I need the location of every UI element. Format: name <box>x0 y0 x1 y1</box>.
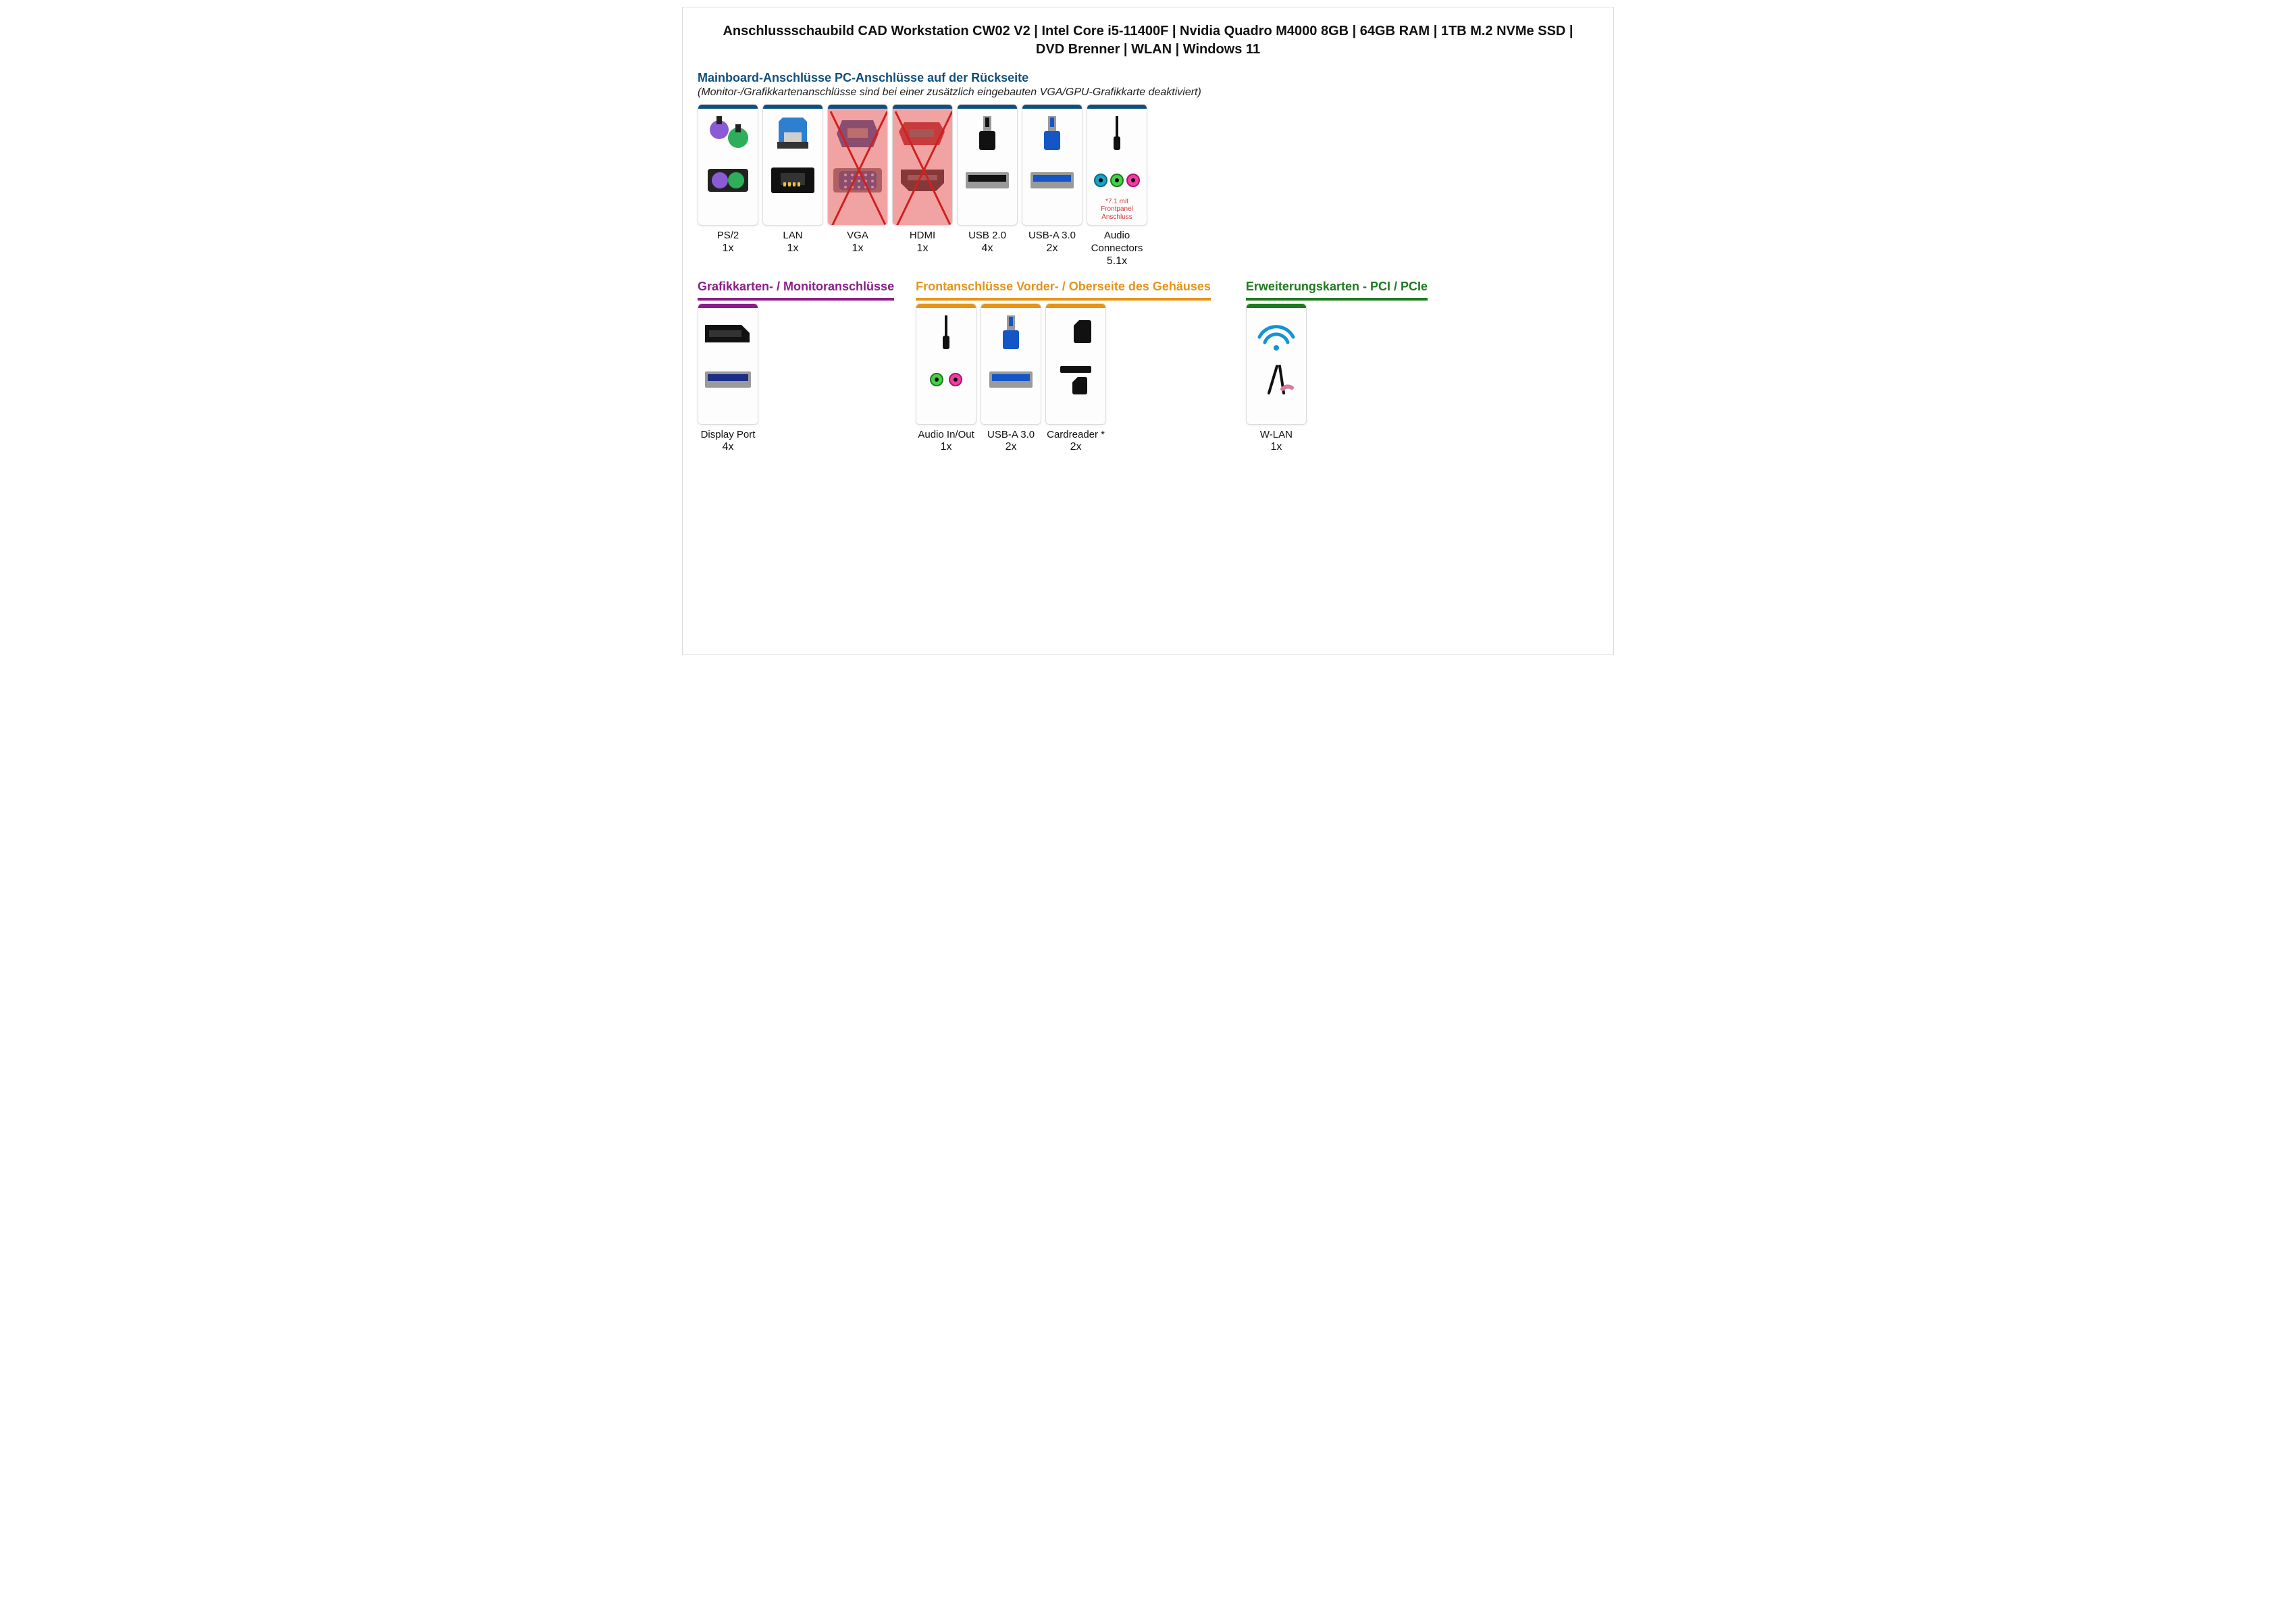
port-tile <box>698 303 758 425</box>
port-count: 1x <box>1270 441 1282 453</box>
ps2-connector-icon <box>698 110 758 157</box>
port-label: USB-A 3.0 <box>987 429 1035 442</box>
port-tile <box>892 104 953 226</box>
port-label: USB 2.0 <box>968 230 1006 242</box>
front-bar <box>916 298 1211 301</box>
front-heading: Frontanschlüsse Vorder- / Oberseite des … <box>916 280 1211 294</box>
port-count: 4x <box>982 242 993 255</box>
usb_blue-port-icon <box>1022 160 1082 201</box>
port-label: LAN <box>783 230 802 242</box>
lan-port-icon <box>763 160 823 201</box>
port-tile <box>957 104 1018 226</box>
tile-accent-bar <box>698 304 758 308</box>
port-count: 1x <box>787 242 799 255</box>
front-ports-row: Audio In/Out1xUSB-A 3.02xCardreader *2x <box>916 303 1211 454</box>
wlan-connector-icon <box>1247 309 1306 357</box>
mainboard-subheading: (Monitor-/Grafikkartenanschlüsse sind be… <box>698 86 1598 99</box>
pcie-ports-row: W-LAN1x <box>1246 303 1428 454</box>
port-label: Audio Connectors <box>1087 230 1147 255</box>
port-usb2: USB 2.04x <box>957 104 1018 267</box>
port-tile <box>1045 303 1106 425</box>
port-label: Display Port <box>701 429 756 442</box>
port-tile <box>1246 303 1307 425</box>
ps2-port-icon <box>698 160 758 201</box>
port-tile <box>1022 104 1082 226</box>
cardreader-connector-icon <box>1046 309 1105 357</box>
audio2-connector-icon <box>916 309 976 357</box>
tile-accent-bar <box>1046 304 1105 308</box>
port-count: 2x <box>1006 441 1017 453</box>
port-wlan: W-LAN1x <box>1246 303 1307 454</box>
port-hdmi: HDMI1x <box>892 104 953 267</box>
cardreader-port-icon <box>1046 359 1105 400</box>
wlan-port-icon <box>1247 359 1306 400</box>
tile-accent-bar <box>698 105 758 109</box>
port-ps2: PS/21x <box>698 104 758 267</box>
port-tile <box>698 104 758 226</box>
port-tile <box>827 104 888 226</box>
port-count: 4x <box>723 441 734 453</box>
gpu-heading: Grafikkarten- / Monitoranschlüsse <box>698 280 894 294</box>
page-frame: Anschlussschaubild CAD Workstation CW02 … <box>682 7 1614 655</box>
tile-accent-bar <box>916 304 976 308</box>
port-count: 1x <box>852 242 864 255</box>
audio3-port-icon <box>1087 160 1147 201</box>
port-cardreader: Cardreader *2x <box>1045 303 1106 454</box>
port-tile: *7.1 mit Frontpanel Anschluss <box>1087 104 1147 226</box>
tile-accent-bar <box>1247 304 1306 308</box>
lower-groups-row: Grafikkarten- / Monitoranschlüsse Displa… <box>698 280 1598 454</box>
port-front_usb3: USB-A 3.02x <box>981 303 1041 454</box>
displayport-port-icon <box>698 359 758 400</box>
port-label: HDMI <box>910 230 935 242</box>
section-pcie: Erweiterungskarten - PCI / PCIe W-LAN1x <box>1246 280 1428 454</box>
tile-accent-bar <box>981 304 1041 308</box>
port-audio: *7.1 mit Frontpanel Anschluss Audio Conne… <box>1087 104 1147 267</box>
port-label: Audio In/Out <box>918 429 974 442</box>
mainboard-heading: Mainboard-Anschlüsse PC-Anschlüsse auf d… <box>698 71 1598 85</box>
page-title: Anschlussschaubild CAD Workstation CW02 … <box>711 22 1585 59</box>
usb_black-connector-icon <box>958 110 1017 157</box>
port-label: PS/2 <box>717 230 739 242</box>
audio2-port-icon <box>916 359 976 400</box>
port-count: 2x <box>1070 441 1082 453</box>
port-label: W-LAN <box>1260 429 1293 442</box>
port-usb3: USB-A 3.02x <box>1022 104 1082 267</box>
port-lan: LAN1x <box>762 104 823 267</box>
audio3-connector-icon <box>1087 110 1147 157</box>
section-front: Frontanschlüsse Vorder- / Oberseite des … <box>916 280 1211 454</box>
port-label: USB-A 3.0 <box>1028 230 1076 242</box>
gpu-bar <box>698 298 894 301</box>
pcie-bar <box>1246 298 1428 301</box>
port-count: 1x <box>917 242 929 255</box>
section-gpu: Grafikkarten- / Monitoranschlüsse Displa… <box>698 280 894 454</box>
mainboard-ports-row: PS/21xLAN1xVGA1xHDMI1xUSB 2.04xUSB-A 3.0… <box>698 104 1598 267</box>
usb_black-port-icon <box>958 160 1017 201</box>
tile-accent-bar <box>1087 105 1147 109</box>
port-count: 1x <box>723 242 734 255</box>
usb_blue-connector-icon <box>1022 110 1082 157</box>
port-label: Cardreader * <box>1047 429 1105 442</box>
port-tile <box>762 104 823 226</box>
tile-accent-bar <box>1022 105 1082 109</box>
port-count: 5.1x <box>1107 255 1127 267</box>
port-tile <box>916 303 976 425</box>
gpu-ports-row: Display Port4x <box>698 303 894 454</box>
displayport-connector-icon <box>698 309 758 357</box>
pcie-heading: Erweiterungskarten - PCI / PCIe <box>1246 280 1428 294</box>
section-mainboard: Mainboard-Anschlüsse PC-Anschlüsse auf d… <box>698 71 1598 267</box>
port-count: 1x <box>941 441 952 453</box>
port-tile <box>981 303 1041 425</box>
port-dp: Display Port4x <box>698 303 758 454</box>
port-vga: VGA1x <box>827 104 888 267</box>
port-count: 2x <box>1047 242 1058 255</box>
port-front_audio: Audio In/Out1x <box>916 303 976 454</box>
tile-accent-bar <box>958 105 1017 109</box>
lan-connector-icon <box>763 110 823 157</box>
usb_blue-port-icon <box>981 359 1041 400</box>
usb_blue-connector-icon <box>981 309 1041 357</box>
port-label: VGA <box>847 230 868 242</box>
tile-note: *7.1 mit Frontpanel Anschluss <box>1090 198 1144 222</box>
tile-accent-bar <box>763 105 823 109</box>
